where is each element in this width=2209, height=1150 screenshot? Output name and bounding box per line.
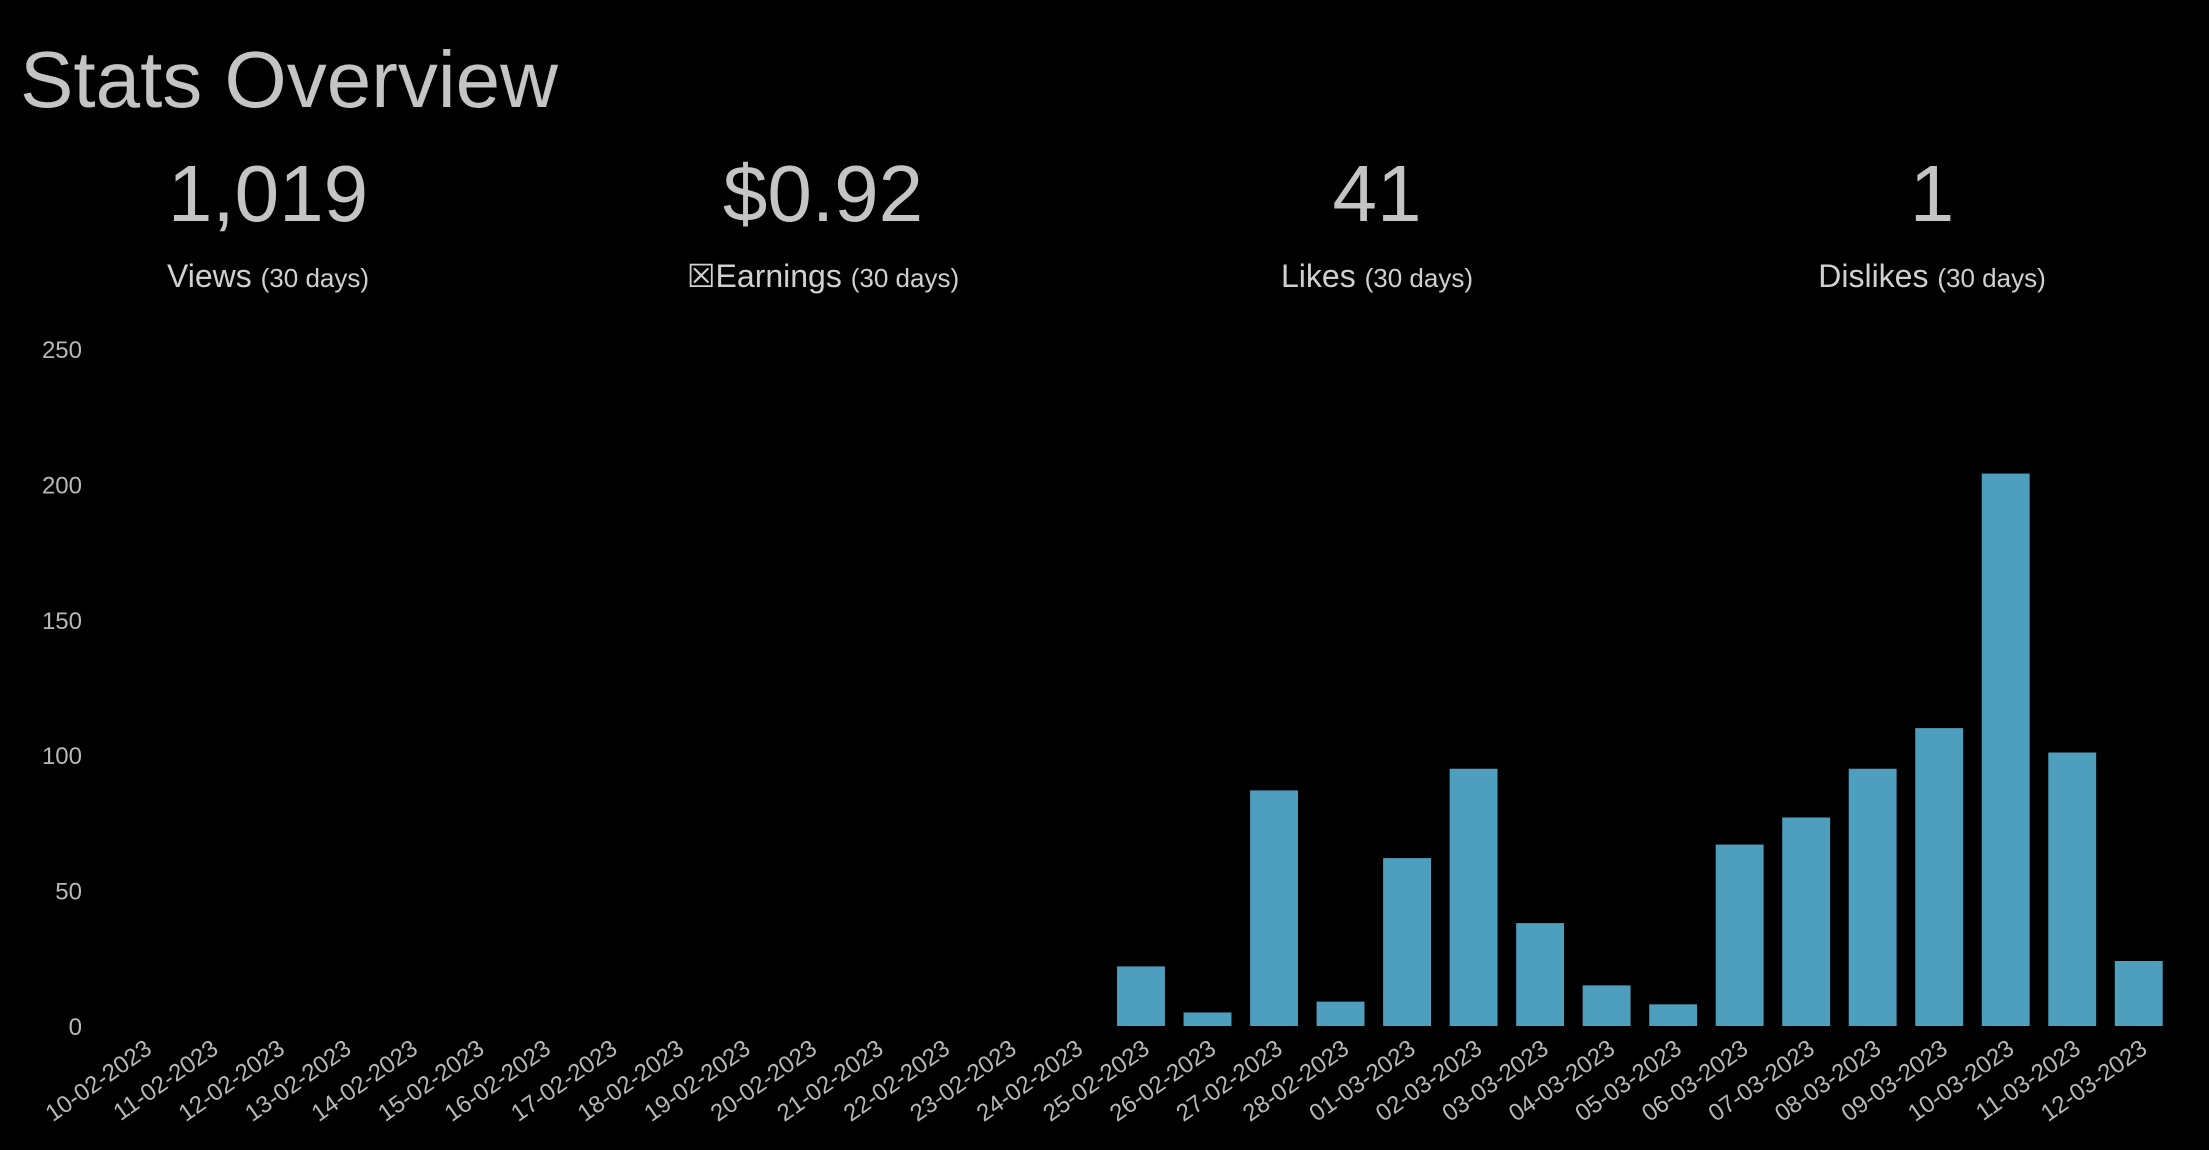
bar <box>1449 768 1498 1026</box>
stat-views: 1,019 Views (30 days) <box>8 146 528 298</box>
y-tick-label: 150 <box>42 608 82 635</box>
stat-label-text: Likes <box>1281 258 1356 294</box>
bar <box>1649 1004 1698 1026</box>
stat-label: ☒Earnings (30 days) <box>563 256 1083 298</box>
stat-period: (30 days) <box>1364 263 1473 293</box>
bar <box>1383 858 1432 1026</box>
stat-label-text: Views <box>166 258 252 294</box>
bar <box>1981 473 2030 1026</box>
stat-period: (30 days) <box>1937 263 2046 293</box>
stat-dislikes: 1 Dislikes (30 days) <box>1672 146 2192 298</box>
stat-value: $0.92 <box>722 149 924 238</box>
stat-label: Views (30 days) <box>8 256 528 298</box>
page-title: Stats Overview <box>20 35 558 124</box>
bar <box>1183 1012 1232 1026</box>
bar <box>1516 923 1565 1026</box>
y-tick-label: 0 <box>69 1014 82 1041</box>
views-bar-chart: 05010015020025010-02-202311-02-202312-02… <box>41 337 2163 1127</box>
bar <box>2048 752 2097 1026</box>
bar <box>1582 985 1631 1026</box>
y-tick-label: 200 <box>42 472 82 499</box>
bar <box>1915 728 1964 1026</box>
bar <box>1316 1001 1365 1026</box>
stat-label: Likes (30 days) <box>1117 256 1637 298</box>
stat-value: 1 <box>1909 149 1955 238</box>
stat-label: Dislikes (30 days) <box>1672 256 2192 298</box>
stat-label-text: ☒Earnings <box>686 258 842 294</box>
y-tick-label: 50 <box>55 879 82 906</box>
y-tick-label: 100 <box>42 743 82 770</box>
stat-label-text: Dislikes <box>1818 258 1929 294</box>
bar <box>1848 768 1897 1026</box>
stat-value: 1,019 <box>167 149 369 238</box>
y-tick-label: 250 <box>42 337 82 364</box>
bar <box>1782 817 1831 1026</box>
bar <box>1250 790 1298 1026</box>
stat-likes: 41 Likes (30 days) <box>1117 146 1637 298</box>
stat-earnings: $0.92 ☒Earnings (30 days) <box>563 146 1083 298</box>
stat-value: 41 <box>1332 149 1422 238</box>
bar <box>2114 961 2163 1026</box>
stat-period: (30 days) <box>260 263 370 293</box>
bar <box>1715 844 1764 1026</box>
stat-period: (30 days) <box>850 263 960 293</box>
bar <box>1117 966 1165 1026</box>
